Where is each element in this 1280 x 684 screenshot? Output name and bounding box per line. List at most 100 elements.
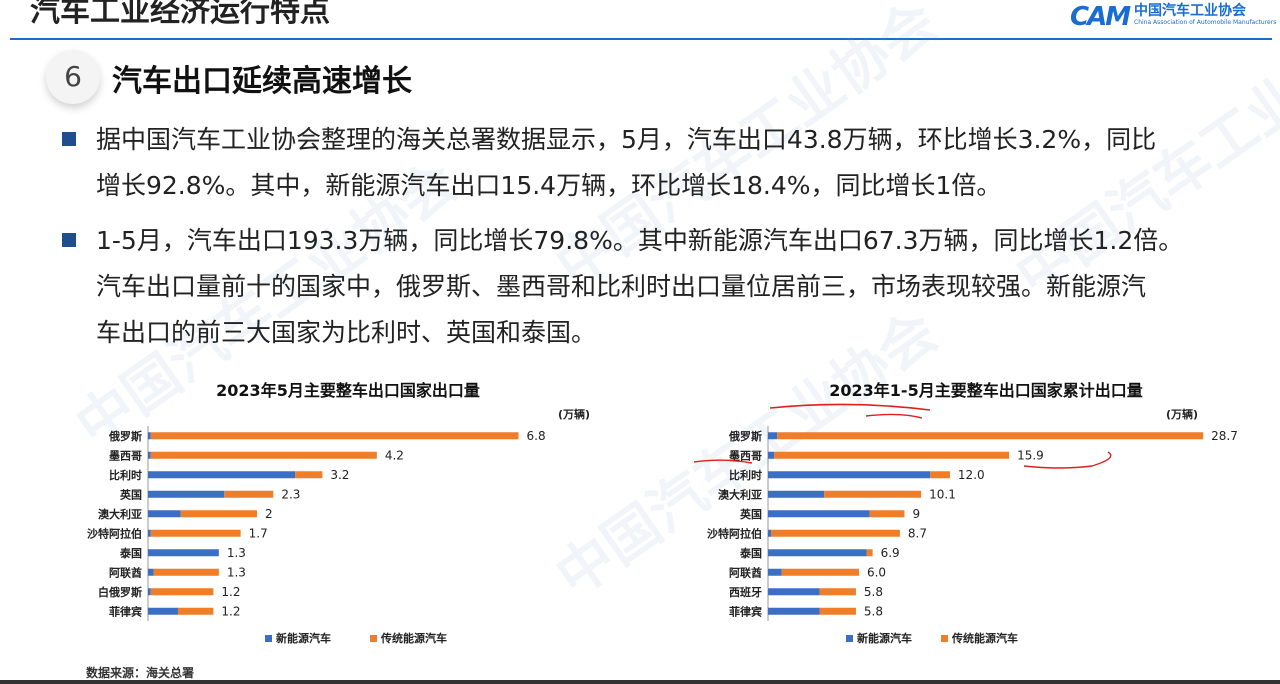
logo-name-en: China Association of Automobile Manufact… — [1134, 19, 1277, 26]
legend-label: 传统能源汽车 — [951, 631, 1018, 645]
category-label: 白俄罗斯 — [98, 585, 142, 599]
bar-traditional — [150, 529, 241, 537]
bottom-bar — [0, 680, 1280, 684]
bar-nev — [768, 549, 867, 557]
category-label: 英国 — [119, 487, 142, 501]
bar-nev — [768, 432, 778, 440]
category-label: 菲律宾 — [729, 604, 762, 618]
value-label: 6.0 — [867, 565, 886, 579]
bar-traditional — [869, 510, 905, 518]
category-label: 英国 — [739, 507, 762, 521]
bar-traditional — [771, 529, 900, 537]
legend-swatch — [941, 635, 948, 642]
paragraph-line: 据中国汽车工业协会整理的海关总署数据显示，5月，汽车出口43.8万辆，环比增长3… — [96, 125, 1157, 154]
chart-jan-may-exports: 2023年1-5月主要整车出口国家累计出口量 (万辆) 俄罗斯 28.7 墨西哥 15.9… — [707, 381, 1238, 645]
legend-swatch — [370, 635, 377, 642]
bar-nev — [148, 471, 296, 479]
bar-nev — [148, 588, 151, 596]
bar-traditional — [224, 490, 274, 498]
legend-swatch — [846, 635, 853, 642]
bar-traditional — [150, 451, 377, 459]
unit-label: (万辆) — [558, 407, 590, 421]
chart-title: 2023年1-5月主要整车出口国家累计出口量 — [829, 381, 1142, 400]
category-label: 泰国 — [739, 546, 762, 560]
bar-nev — [768, 510, 870, 518]
legend-label: 新能源汽车 — [857, 631, 912, 645]
value-label: 1.2 — [221, 585, 240, 599]
bar-nev — [148, 549, 219, 557]
category-label: 澳大利亚 — [718, 487, 762, 501]
value-label: 4.2 — [385, 448, 404, 462]
bar-nev — [768, 490, 825, 498]
section-number-badge: 6 — [46, 50, 100, 104]
value-label: 3.2 — [330, 468, 349, 482]
category-label: 西班牙 — [729, 585, 762, 599]
paragraph-2: 1-5月，汽车出口193.3万辆，同比增长79.8%。其中新能源汽车出口67.3… — [96, 218, 1256, 356]
value-label: 5.8 — [864, 604, 883, 618]
bar-traditional — [866, 549, 873, 557]
category-label: 沙特阿拉伯 — [707, 526, 762, 540]
value-label: 1.2 — [221, 604, 240, 618]
bar-traditional — [150, 432, 519, 440]
legend-label: 传统能源汽车 — [380, 631, 447, 645]
value-label: 6.9 — [881, 546, 900, 560]
category-label: 泰国 — [119, 546, 142, 560]
bar-nev — [148, 607, 178, 615]
value-label: 1.3 — [227, 546, 246, 560]
value-label: 5.8 — [864, 585, 883, 599]
value-label: 9 — [912, 507, 920, 521]
value-label: 1.3 — [227, 565, 246, 579]
category-label: 澳大利亚 — [98, 507, 142, 521]
value-label: 2 — [265, 507, 273, 521]
bar-traditional — [824, 490, 922, 498]
category-label: 比利时 — [109, 468, 142, 482]
value-label: 6.8 — [527, 429, 546, 443]
bar-traditional — [930, 471, 950, 479]
bar-nev — [148, 529, 151, 537]
value-label: 1.7 — [249, 526, 268, 540]
paragraph-line: 增长92.8%。其中，新能源汽车出口15.4万辆，环比增长18.4%，同比增长1… — [96, 171, 1002, 200]
bar-traditional — [777, 432, 1204, 440]
category-label: 阿联酋 — [729, 565, 762, 579]
category-label: 沙特阿拉伯 — [87, 526, 142, 540]
paragraph-line: 汽车出口量前十的国家中，俄罗斯、墨西哥和比利时出口量位居前三，市场表现较强。新能… — [96, 272, 1147, 301]
bar-traditional — [153, 568, 219, 576]
bar-nev — [768, 471, 931, 479]
header-title: 汽车工业经济运行特点 — [30, 0, 330, 29]
value-label: 28.7 — [1211, 429, 1238, 443]
bar-nev — [148, 490, 225, 498]
bar-traditional — [819, 607, 856, 615]
bullet-icon — [62, 132, 76, 146]
data-source: 数据来源：海关总署 — [86, 666, 195, 680]
paragraph-line: 1-5月，汽车出口193.3万辆，同比增长79.8%。其中新能源汽车出口67.3… — [96, 226, 1184, 255]
category-label: 墨西哥 — [729, 449, 762, 462]
value-label: 15.9 — [1017, 448, 1044, 462]
paragraph-line: 车出口的前三大国家为比利时、英国和泰国。 — [96, 318, 597, 347]
bar-traditional — [150, 588, 214, 596]
bar-nev — [768, 607, 820, 615]
header-divider — [10, 38, 1272, 40]
category-label: 阿联酋 — [109, 565, 142, 579]
bar-nev — [768, 568, 782, 576]
logo-name-cn: 中国汽车工业协会 — [1134, 3, 1246, 19]
value-label: 10.1 — [929, 487, 956, 501]
legend-label: 新能源汽车 — [276, 631, 331, 645]
category-label: 俄罗斯 — [728, 429, 762, 443]
value-label: 8.7 — [908, 526, 927, 540]
bar-traditional — [774, 451, 1010, 459]
bar-traditional — [177, 607, 214, 615]
bar-nev — [148, 510, 181, 518]
paragraph-1: 据中国汽车工业协会整理的海关总署数据显示，5月，汽车出口43.8万辆，环比增长3… — [96, 117, 1256, 209]
bar-nev — [148, 432, 151, 440]
category-label: 俄罗斯 — [108, 429, 142, 443]
section-title: 汽车出口延续高速增长 — [112, 64, 412, 99]
bar-traditional — [295, 471, 323, 479]
bar-traditional — [180, 510, 257, 518]
category-label: 墨西哥 — [109, 449, 142, 462]
bar-traditional — [781, 568, 859, 576]
bar-nev — [768, 529, 772, 537]
chart-may-exports: 2023年5月主要整车出口国家出口量 (万辆) 俄罗斯 6.8 墨西哥 4.2 比利时 3.2… — [87, 381, 590, 645]
category-label: 比利时 — [729, 468, 762, 482]
category-label: 菲律宾 — [109, 604, 142, 618]
